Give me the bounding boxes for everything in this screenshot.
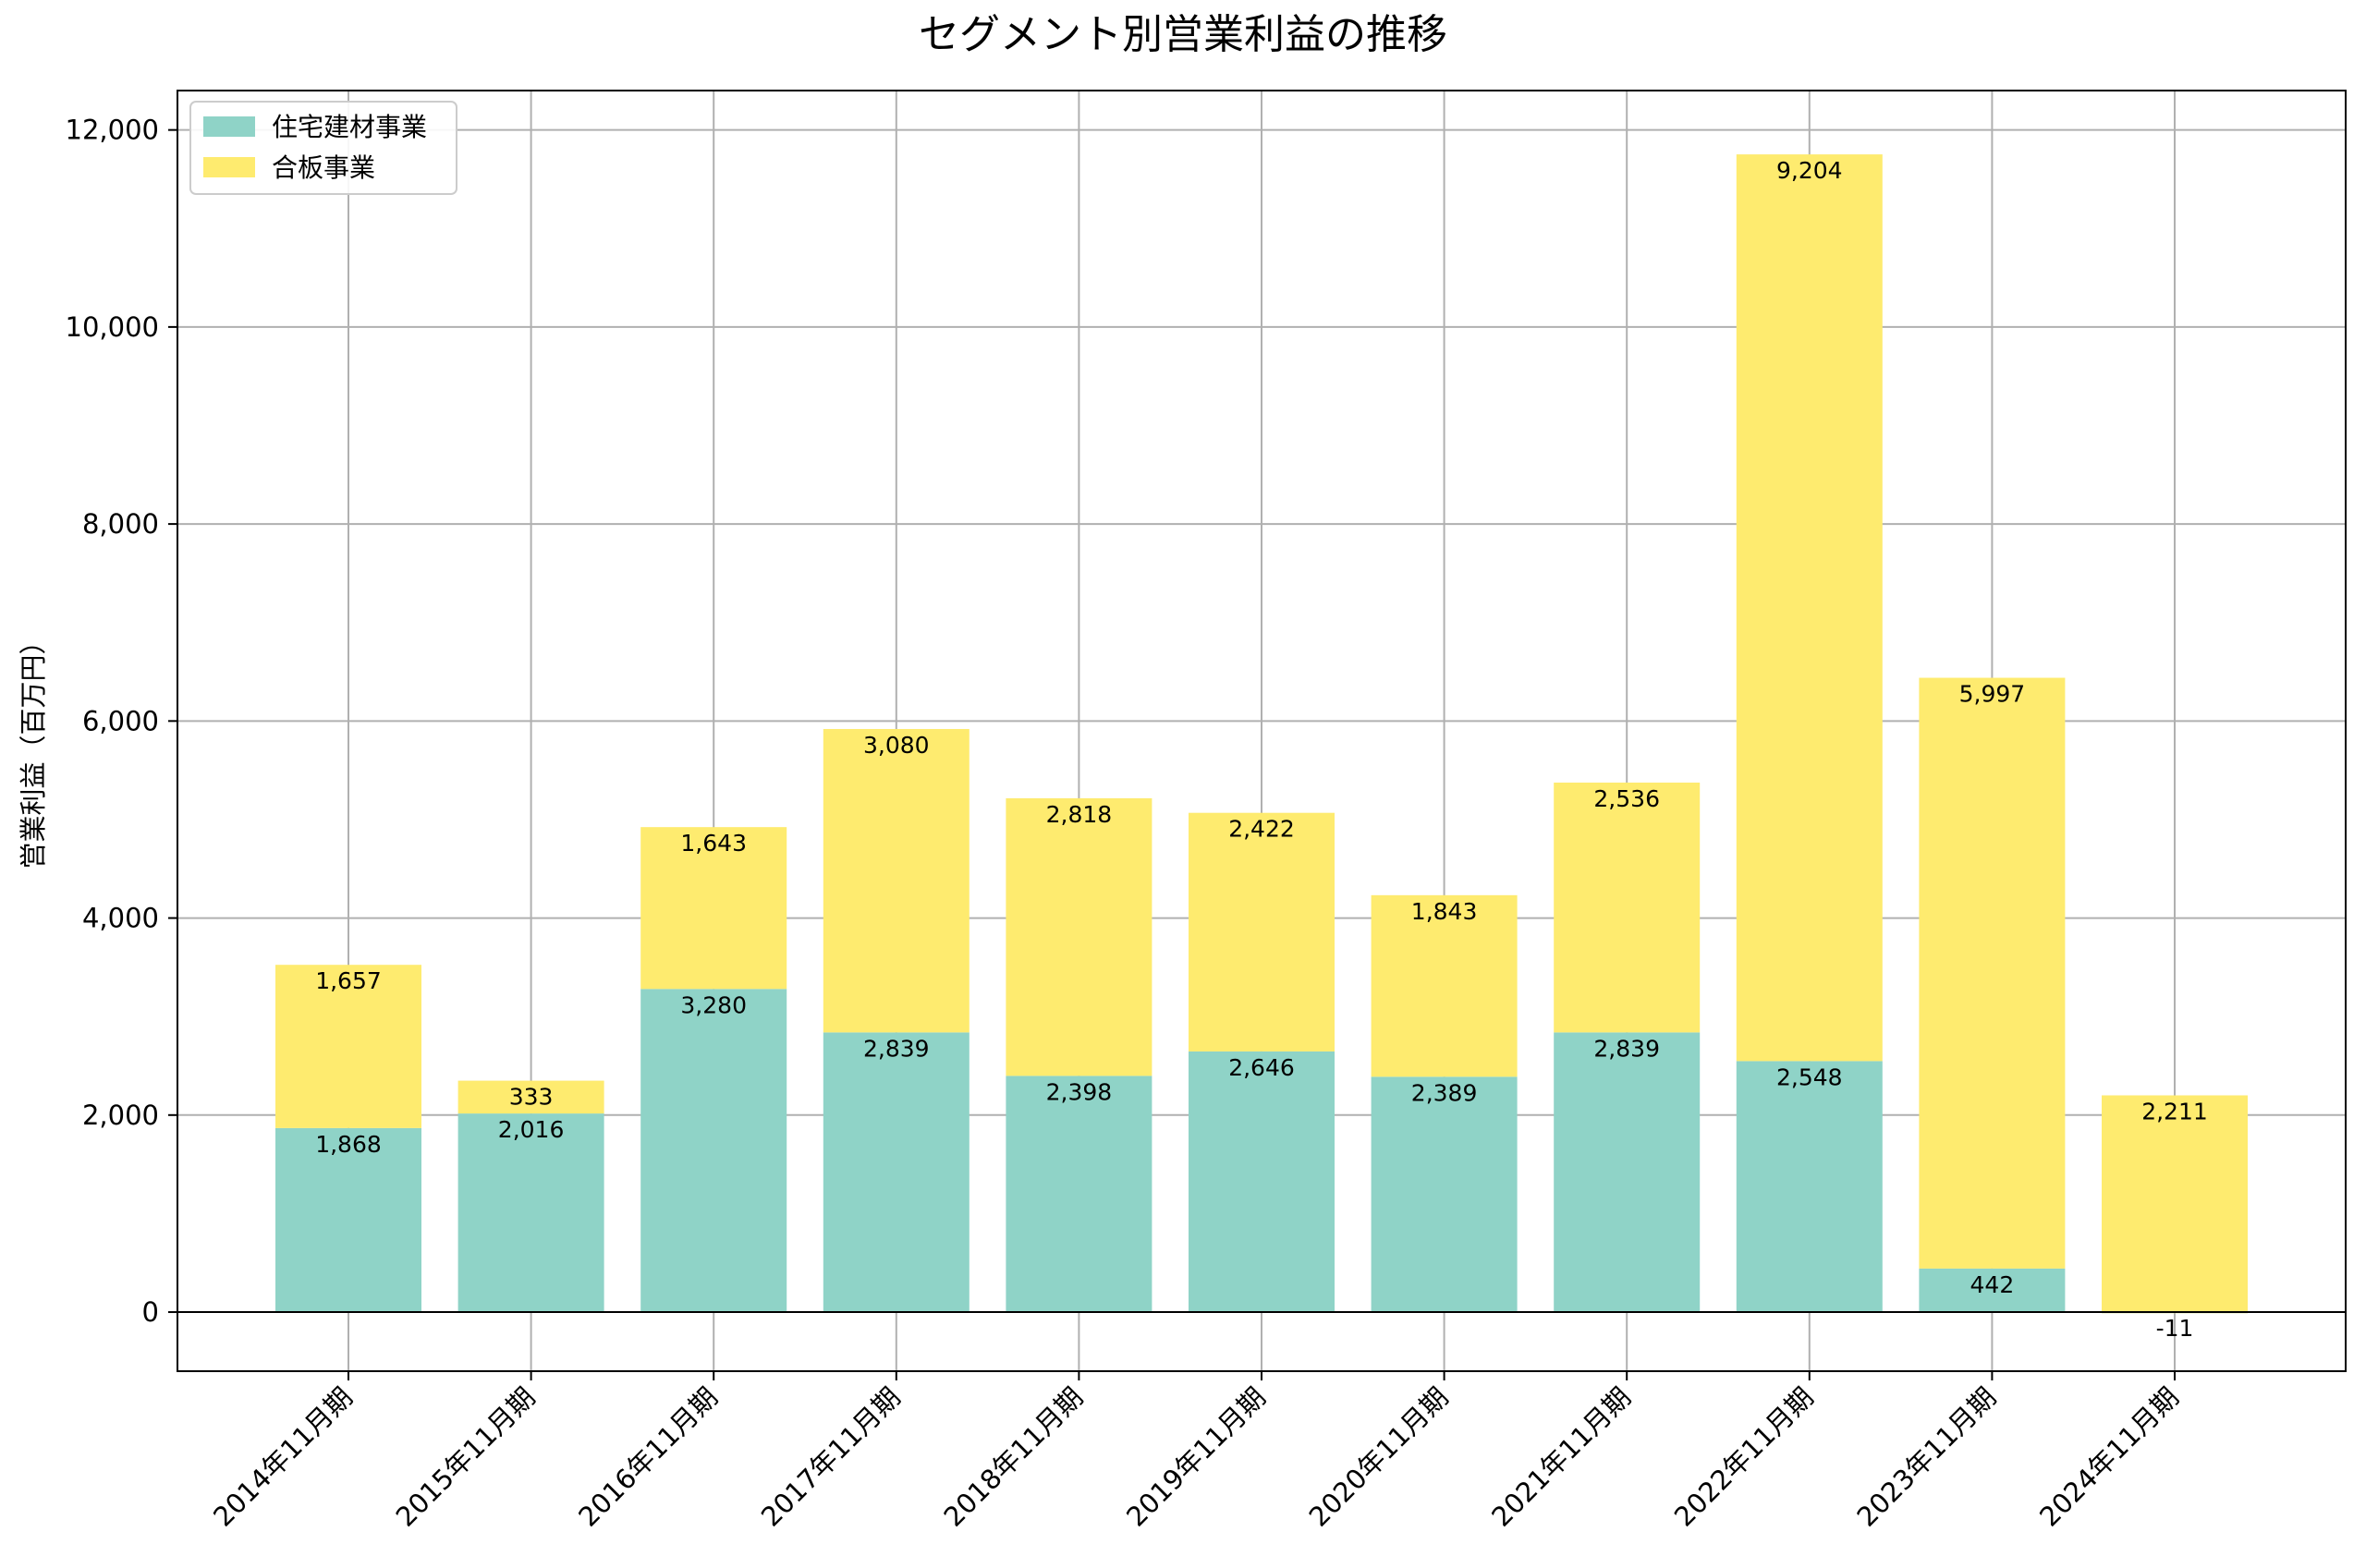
bar-segment-plywood bbox=[1736, 154, 1883, 1062]
bar-value-label: 1,657 bbox=[315, 967, 382, 994]
bar-value-label: -11 bbox=[2156, 1315, 2194, 1342]
bars-layer bbox=[275, 154, 2248, 1314]
x-tick-label: 2023年11月期 bbox=[1850, 1381, 2002, 1533]
bar-segment-housing bbox=[1736, 1061, 1883, 1313]
x-tick-label: 2019年11月期 bbox=[1120, 1381, 1272, 1533]
y-axis-label: 営業利益（百万円） bbox=[18, 627, 49, 869]
bar-value-label: 1,643 bbox=[680, 830, 747, 857]
bar-value-label: 2,398 bbox=[1046, 1078, 1113, 1105]
bar-value-label: 2,548 bbox=[1776, 1064, 1843, 1090]
bar-segment-plywood bbox=[1371, 894, 1518, 1077]
x-tick-label: 2018年11月期 bbox=[937, 1381, 1089, 1533]
bar-segment-housing bbox=[1371, 1076, 1518, 1313]
bar-segment-housing bbox=[275, 1127, 421, 1313]
bar-value-label: 2,839 bbox=[863, 1035, 930, 1062]
bar-segment-plywood bbox=[640, 827, 787, 990]
bar-value-label: 9,204 bbox=[1776, 157, 1843, 184]
x-tick-label: 2017年11月期 bbox=[755, 1381, 907, 1533]
legend-box bbox=[189, 101, 457, 195]
y-tick-label: 2,000 bbox=[82, 1100, 159, 1131]
bar-value-label: 5,997 bbox=[1959, 681, 2026, 708]
bar-labels-layer: 1,868 1,657 2,016 333 3,280 1,643 2,839 3,080 2,… bbox=[315, 157, 2208, 1342]
y-tick-label: 8,000 bbox=[82, 508, 159, 540]
bar-value-label: 2,211 bbox=[2141, 1098, 2208, 1124]
x-tick-label: 2021年11月期 bbox=[1485, 1381, 1637, 1533]
y-tick-label: 10,000 bbox=[66, 311, 159, 343]
bar-value-label: 3,280 bbox=[680, 991, 747, 1018]
x-tick-label: 2022年11月期 bbox=[1668, 1381, 1820, 1533]
bar-value-label: 2,016 bbox=[498, 1116, 565, 1143]
bar-segment-plywood bbox=[1554, 782, 1701, 1033]
legend-label: 住宅建材事業 bbox=[272, 112, 427, 142]
bar-value-label: 2,818 bbox=[1046, 801, 1113, 828]
bar-segment-housing bbox=[1189, 1051, 1335, 1313]
bar-segment-housing bbox=[640, 989, 787, 1313]
bar-segment-housing bbox=[1554, 1032, 1701, 1313]
y-tick-label: 0 bbox=[142, 1296, 159, 1328]
plot-frame bbox=[177, 90, 2347, 1372]
x-tick-label: 2015年11月期 bbox=[390, 1381, 542, 1533]
y-tick-label: 4,000 bbox=[82, 903, 159, 934]
x-tick-label: 2024年11月期 bbox=[2033, 1381, 2185, 1533]
bar-value-label: 2,422 bbox=[1228, 816, 1295, 843]
bar-value-label: 1,868 bbox=[315, 1131, 382, 1158]
legend-swatch bbox=[203, 157, 255, 177]
x-tick-label: 2016年11月期 bbox=[572, 1381, 724, 1533]
bar-value-label: 2,536 bbox=[1593, 785, 1660, 812]
legend-label: 合板事業 bbox=[272, 152, 375, 183]
bar-segment-plywood bbox=[1189, 812, 1335, 1051]
bar-segment-housing bbox=[457, 1113, 604, 1313]
bar-value-label: 2,646 bbox=[1228, 1054, 1295, 1081]
bar-segment-plywood bbox=[823, 728, 970, 1033]
bar-segment-plywood bbox=[1919, 677, 2066, 1269]
bar-segment-housing bbox=[1006, 1076, 1153, 1313]
chart-title: セグメント別営業利益の推移 bbox=[919, 11, 1447, 58]
bar-segment-plywood bbox=[275, 965, 421, 1128]
x-tick-label: 2014年11月期 bbox=[207, 1381, 359, 1533]
y-tick-label: 12,000 bbox=[66, 115, 159, 146]
bar-segment-plywood bbox=[2102, 1095, 2248, 1314]
bar-segment-housing bbox=[1919, 1268, 2066, 1313]
bar-value-label: 333 bbox=[509, 1084, 554, 1111]
bar-segment-plywood bbox=[457, 1080, 604, 1114]
bar-value-label: 442 bbox=[1970, 1271, 2015, 1298]
bar-segment-plywood bbox=[1006, 797, 1153, 1076]
bar-value-label: 2,389 bbox=[1411, 1079, 1478, 1106]
bar-segment-housing bbox=[823, 1032, 970, 1313]
legend-swatch bbox=[203, 116, 255, 137]
bar-value-label: 3,080 bbox=[863, 732, 930, 759]
y-tick-label: 6,000 bbox=[82, 705, 159, 736]
bar-value-label: 1,843 bbox=[1411, 898, 1478, 925]
x-tick-label: 2020年11月期 bbox=[1303, 1381, 1455, 1533]
bar-value-label: 2,839 bbox=[1593, 1035, 1660, 1062]
